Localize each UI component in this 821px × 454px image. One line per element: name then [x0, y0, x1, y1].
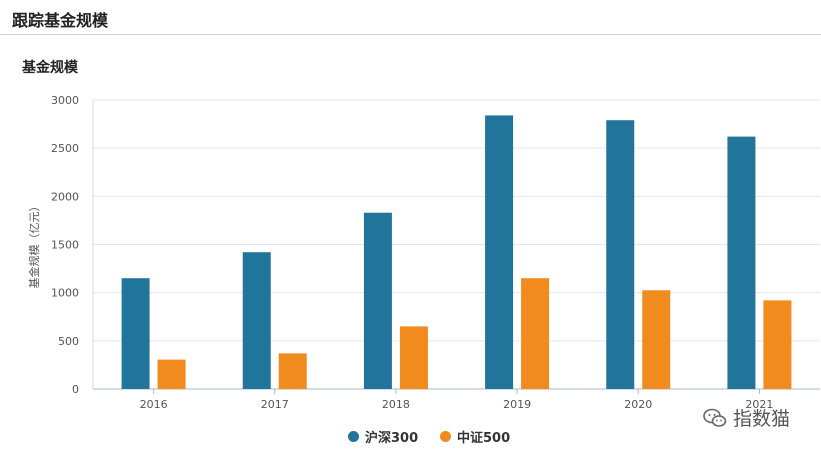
- x-tick-label: 2016: [140, 398, 168, 411]
- bar-csi500-2020: [642, 290, 671, 389]
- bar-hs300-2019: [485, 115, 514, 389]
- legend-item-hs300[interactable]: 沪深300: [348, 427, 418, 446]
- bar-csi500-2018: [399, 326, 428, 389]
- x-tick-label: 2021: [745, 398, 773, 411]
- x-tick-label: 2020: [624, 398, 652, 411]
- y-tick-label: 1000: [51, 287, 79, 300]
- bar-csi500-2021: [763, 300, 792, 389]
- wechat-icon: [703, 408, 727, 427]
- watermark: 指数猫: [703, 404, 790, 431]
- y-tick-label: 1500: [51, 239, 79, 252]
- bar-hs300-2021: [727, 136, 756, 389]
- legend-marker: [348, 431, 359, 442]
- y-tick-label: 2500: [51, 142, 79, 155]
- x-tick-label: 2018: [382, 398, 410, 411]
- watermark-text: 指数猫: [733, 408, 791, 430]
- bar-csi500-2017: [278, 353, 307, 389]
- legend: 沪深300 中证500: [0, 427, 821, 446]
- legend-item-csi500[interactable]: 中证500: [440, 427, 510, 446]
- chart-title: 基金规模: [22, 60, 78, 76]
- section-header: 跟踪基金规模: [0, 0, 821, 35]
- x-tick-label: 2019: [503, 398, 531, 411]
- section-title: 跟踪基金规模: [12, 11, 109, 30]
- y-axis-label: 基金规模（亿元）: [27, 201, 41, 289]
- bar-hs300-2018: [363, 212, 392, 389]
- y-tick-label: 2000: [51, 190, 79, 203]
- y-tick-label: 0: [72, 383, 79, 396]
- legend-label: 沪深300: [365, 431, 419, 446]
- bar-csi500-2019: [521, 278, 550, 389]
- y-tick-label: 500: [58, 335, 79, 348]
- bar-hs300-2020: [606, 120, 635, 389]
- y-tick-label: 3000: [51, 94, 79, 107]
- bar-hs300-2017: [242, 252, 271, 389]
- legend-label: 中证500: [457, 431, 511, 446]
- legend-marker: [440, 431, 451, 442]
- x-tick-label: 2017: [261, 398, 289, 411]
- bar-csi500-2016: [157, 359, 186, 389]
- bar-hs300-2016: [121, 278, 150, 389]
